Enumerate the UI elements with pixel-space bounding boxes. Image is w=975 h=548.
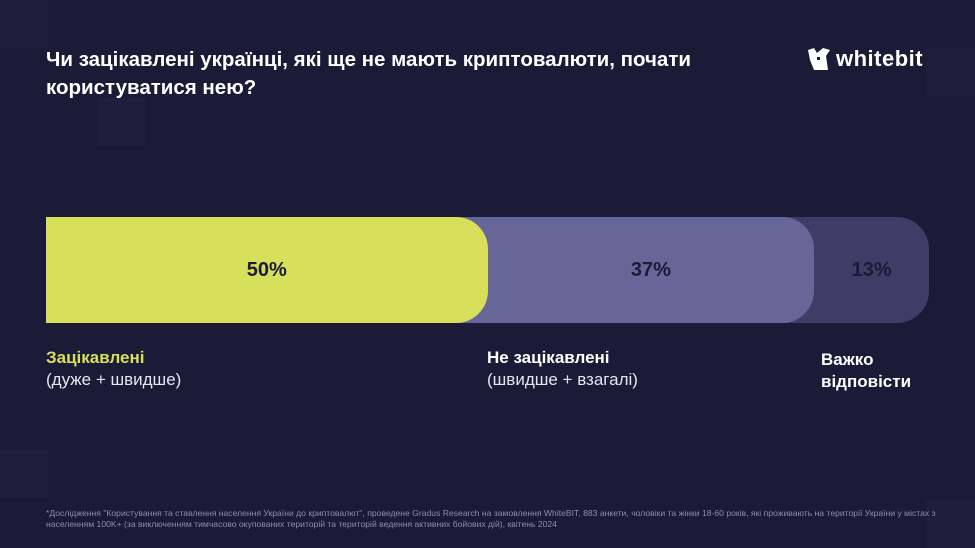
fox-head-logo-icon bbox=[808, 48, 830, 70]
background-tile bbox=[0, 0, 48, 48]
bar-segment-interested: 50% bbox=[46, 217, 488, 323]
logo-text: whitebit bbox=[836, 46, 924, 71]
background-tile bbox=[0, 450, 48, 498]
category-name: Зацікавлені bbox=[46, 348, 145, 367]
category-label-not-interested: Не зацікавлені (швидше + взагалі) bbox=[487, 347, 638, 391]
data-label: 13% bbox=[851, 258, 892, 281]
background-tile bbox=[98, 98, 146, 146]
background-tile bbox=[926, 500, 975, 548]
category-name: Не зацікавлені bbox=[487, 348, 610, 367]
stacked-bar: 13% 37% 50% bbox=[46, 217, 929, 323]
bar-segment-not-interested: 37% bbox=[453, 217, 815, 323]
whitebit-logo: whitebit bbox=[806, 46, 923, 72]
page-title: Чи зацікавлені українці, які ще не мають… bbox=[46, 48, 691, 99]
category-sublabel: (швидше + взагалі) bbox=[487, 370, 638, 389]
category-sublabel: (дуже + швидше) bbox=[46, 370, 182, 389]
data-label: 50% bbox=[246, 258, 287, 281]
data-label: 37% bbox=[630, 258, 671, 281]
background-tile bbox=[926, 48, 975, 96]
category-name: Важко відповісти bbox=[821, 350, 912, 391]
category-label-hard-to-say: Важко відповісти bbox=[821, 349, 931, 393]
category-label-interested: Зацікавлені (дуже + швидше) bbox=[46, 347, 181, 391]
footnote: *Дослідження "Користування та ставлення … bbox=[46, 508, 936, 529]
